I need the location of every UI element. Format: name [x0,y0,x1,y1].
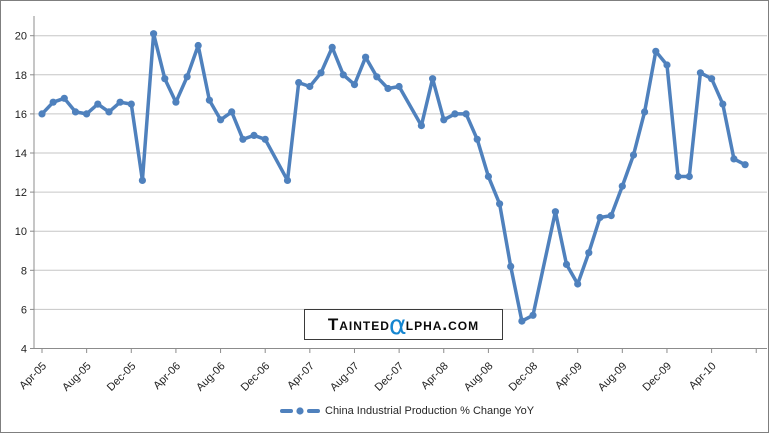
data-point [239,135,247,143]
data-point [228,108,236,116]
data-point [518,317,526,325]
data-point [741,161,749,169]
data-point [417,122,425,130]
x-tick-label: Apr-07 [285,360,317,392]
x-tick-label: Aug-06 [194,360,228,394]
data-point [71,108,80,116]
y-tick-label: 14 [15,148,27,160]
data-point [596,213,604,222]
data-point [138,176,146,184]
data-point [250,131,258,139]
legend-dash-right [307,409,320,413]
legend-dash-left [280,409,293,413]
y-tick-label: 18 [15,70,27,82]
x-tick-label: Apr-10 [687,360,719,392]
x-tick-label: Dec-05 [105,360,139,394]
data-point [150,30,158,38]
data-point [618,182,626,190]
data-point [440,116,448,124]
y-tick-label: 16 [15,109,27,121]
data-point [562,260,571,268]
data-point [362,53,370,61]
y-tick-label: 8 [21,265,27,277]
data-point [373,73,381,81]
x-tick-label: Dec-06 [239,360,273,394]
data-point [317,69,325,77]
x-tick-label: Apr-08 [419,360,451,392]
data-point [60,94,68,102]
data-point [719,100,727,108]
x-tick-label: Dec-09 [641,360,675,394]
data-point [451,110,459,118]
data-point [641,108,649,116]
data-point [674,172,682,181]
data-point [585,249,593,257]
x-tick-label: Aug-07 [328,360,362,394]
data-point [551,208,560,216]
data-point [384,84,392,93]
data-point [529,311,537,319]
watermark-text-right: lpha.com [405,314,480,334]
x-tick-label: Apr-06 [151,360,183,392]
data-point [306,82,314,91]
data-point [395,82,403,91]
data-point [462,110,470,118]
data-point [295,79,303,87]
data-point [94,100,102,108]
data-point [205,96,213,104]
data-point [685,172,693,181]
data-point [105,108,113,116]
data-point [127,100,135,108]
data-point [629,151,638,159]
data-point [283,176,292,184]
y-tick-label: 12 [15,187,27,199]
x-tick-label: Apr-05 [17,360,49,392]
data-point [663,61,671,69]
data-point [161,75,169,83]
x-tick-label: Dec-07 [373,360,407,394]
data-point [708,75,716,83]
data-point [49,98,57,106]
data-point [172,98,180,106]
data-point [484,172,492,181]
data-point [350,81,359,89]
data-point [83,110,91,118]
data-point [116,98,124,106]
x-tick-label: Dec-08 [507,360,541,394]
series-line [40,31,747,323]
x-tick-label: Aug-09 [596,360,630,394]
watermark-text-left: Tainted [327,314,390,334]
data-point [217,116,225,124]
data-point [652,47,660,55]
data-point [339,71,347,79]
legend-label: China Industrial Production % Change YoY [325,405,535,417]
data-point [38,110,46,118]
data-point [473,135,481,143]
data-point [194,41,202,50]
data-point [696,69,705,77]
x-tick-label: Aug-05 [60,360,94,394]
legend-marker-dot [296,407,304,415]
x-tick-label: Aug-08 [462,360,496,394]
data-point [183,73,191,81]
data-point [507,262,515,270]
y-tick-label: 10 [15,226,27,238]
data-point [574,280,582,288]
y-tick-label: 6 [21,304,27,316]
watermark-taintedalpha: Tainted α lpha.com [304,309,503,340]
legend-line-marker-icon [280,407,320,415]
data-point [261,135,269,143]
data-point [429,75,437,83]
data-point [607,212,615,220]
legend: China Industrial Production % Change YoY [280,405,534,417]
data-point [730,155,738,163]
y-tick-label: 20 [15,31,27,43]
y-tick-label: 4 [21,344,27,356]
x-tick-label: Apr-09 [553,360,585,392]
data-point [328,43,336,52]
data-point [496,200,504,208]
